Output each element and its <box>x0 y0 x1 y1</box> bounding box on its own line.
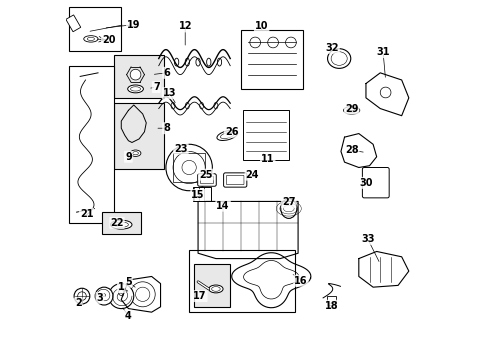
Ellipse shape <box>208 285 223 293</box>
Text: 9: 9 <box>125 152 131 162</box>
Text: 12: 12 <box>178 21 192 31</box>
FancyBboxPatch shape <box>223 173 246 187</box>
FancyBboxPatch shape <box>362 167 388 198</box>
Bar <box>173 153 205 182</box>
Ellipse shape <box>185 58 189 66</box>
Ellipse shape <box>95 287 113 305</box>
Text: 1: 1 <box>118 282 124 292</box>
Ellipse shape <box>280 199 296 219</box>
Text: 7: 7 <box>153 82 159 92</box>
Text: 11: 11 <box>261 154 274 163</box>
FancyBboxPatch shape <box>114 55 164 98</box>
Ellipse shape <box>110 220 132 229</box>
FancyBboxPatch shape <box>69 66 114 223</box>
Text: 33: 33 <box>360 234 374 244</box>
Ellipse shape <box>346 108 356 113</box>
FancyBboxPatch shape <box>102 212 141 234</box>
Text: 27: 27 <box>282 197 295 207</box>
Circle shape <box>118 290 124 296</box>
Text: 30: 30 <box>359 178 372 188</box>
FancyBboxPatch shape <box>69 7 121 51</box>
Text: 31: 31 <box>376 47 389 57</box>
Circle shape <box>249 37 260 48</box>
Text: 6: 6 <box>163 68 170 78</box>
Circle shape <box>74 288 90 304</box>
Ellipse shape <box>196 58 200 66</box>
Ellipse shape <box>171 103 175 109</box>
Ellipse shape <box>127 85 143 93</box>
Text: 32: 32 <box>325 43 338 53</box>
Circle shape <box>165 144 212 191</box>
Ellipse shape <box>108 284 134 309</box>
Ellipse shape <box>343 107 359 114</box>
Ellipse shape <box>220 132 234 139</box>
Text: 20: 20 <box>102 35 115 45</box>
Text: 4: 4 <box>125 311 131 321</box>
Text: 29: 29 <box>344 104 358 113</box>
Text: 28: 28 <box>344 145 358 156</box>
FancyBboxPatch shape <box>114 103 164 169</box>
Ellipse shape <box>114 222 128 227</box>
Ellipse shape <box>174 58 179 66</box>
Ellipse shape <box>130 87 140 91</box>
Ellipse shape <box>206 58 210 66</box>
FancyBboxPatch shape <box>200 176 213 184</box>
Ellipse shape <box>380 87 390 98</box>
Text: 14: 14 <box>216 201 229 211</box>
Ellipse shape <box>132 152 138 155</box>
Text: 10: 10 <box>254 21 268 31</box>
Circle shape <box>135 287 149 301</box>
Text: 5: 5 <box>125 277 131 287</box>
Ellipse shape <box>217 58 221 66</box>
Bar <box>241 30 303 89</box>
Text: 15: 15 <box>191 190 204 200</box>
Ellipse shape <box>87 37 94 41</box>
Bar <box>66 15 81 32</box>
Ellipse shape <box>330 52 346 65</box>
Ellipse shape <box>214 103 218 109</box>
FancyBboxPatch shape <box>197 174 216 186</box>
Circle shape <box>78 292 86 300</box>
Ellipse shape <box>130 150 141 157</box>
Ellipse shape <box>83 36 98 42</box>
Text: 19: 19 <box>127 19 140 30</box>
Bar <box>242 111 288 160</box>
FancyBboxPatch shape <box>189 249 294 312</box>
Text: 25: 25 <box>199 170 212 180</box>
FancyBboxPatch shape <box>194 264 230 307</box>
Text: 13: 13 <box>163 88 176 98</box>
Ellipse shape <box>185 103 189 109</box>
Bar <box>192 187 210 202</box>
Text: 3: 3 <box>96 293 103 303</box>
Text: 23: 23 <box>174 144 187 154</box>
Circle shape <box>285 37 296 48</box>
Text: 8: 8 <box>163 123 170 133</box>
Text: 18: 18 <box>325 301 338 311</box>
Circle shape <box>130 282 155 307</box>
Circle shape <box>267 37 278 48</box>
Text: 21: 21 <box>80 209 93 219</box>
Ellipse shape <box>327 49 350 68</box>
FancyBboxPatch shape <box>226 175 244 185</box>
Text: 24: 24 <box>245 170 259 180</box>
Circle shape <box>182 160 196 175</box>
Bar <box>326 296 335 305</box>
Circle shape <box>130 69 141 80</box>
Text: 16: 16 <box>294 276 307 286</box>
Text: 26: 26 <box>224 127 238 137</box>
Text: 22: 22 <box>110 218 123 228</box>
Text: 17: 17 <box>193 291 206 301</box>
Text: 2: 2 <box>75 298 81 308</box>
Ellipse shape <box>199 103 203 109</box>
Ellipse shape <box>217 130 237 140</box>
Circle shape <box>173 152 205 184</box>
Ellipse shape <box>211 287 220 291</box>
